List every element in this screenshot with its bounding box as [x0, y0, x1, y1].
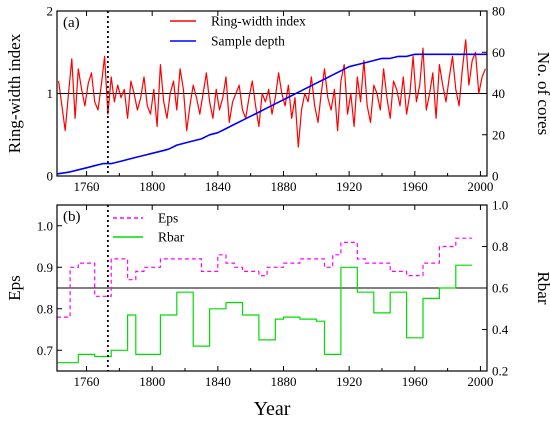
panel-b-y-left-tick-label: 0.9	[37, 260, 53, 275]
panel-b-x-tick-label: 1960	[402, 374, 428, 389]
panel-b-label: (b)	[63, 209, 81, 225]
panel-b-legend-label: Rbar	[158, 230, 185, 245]
panel-a-y-left-label: Ring-width index	[5, 33, 24, 153]
panel-a-y-right-tick-label: 20	[492, 127, 505, 142]
panel-a-legend-label: Ring-width index	[211, 14, 306, 29]
panel-b-x-tick-label: 1800	[139, 374, 165, 389]
panel-a-x-tick-label: 1840	[205, 179, 231, 194]
panel-a-y-left-tick-label: 0	[47, 169, 54, 184]
panel-a-series-sample-depth	[56, 53, 487, 175]
panel-a-y-right-tick-label: 60	[492, 45, 505, 60]
panel-b-x-tick-label: 1880	[270, 374, 296, 389]
panel-b-series-rbar	[57, 264, 473, 364]
panel-a-x-tick-label: 1920	[336, 179, 362, 194]
panel-b-series-eps	[57, 237, 473, 318]
panel-b-x-tick-label: 2000	[467, 374, 493, 389]
panel-a-x-tick-label: 1960	[402, 179, 428, 194]
panel-a-series-ring-width-index	[58, 39, 486, 148]
panel-a-y-right-tick-label: 40	[492, 86, 505, 101]
panel-a-x-tick-label: 1880	[270, 179, 296, 194]
panel-b-y-right-tick-label: 0.6	[492, 281, 509, 296]
panel-b-x-tick-label: 1840	[205, 374, 231, 389]
panel-b-y-left-tick-label: 0.8	[37, 301, 53, 316]
panel-b-y-right-tick-label: 0.8	[492, 239, 508, 254]
panel-b-x-tick-label: 1920	[336, 374, 362, 389]
panel-a-y-right-tick-label: 80	[492, 4, 505, 19]
panel-a-x-tick-label: 1760	[74, 179, 100, 194]
panel-b-y-left-label: Eps	[5, 275, 24, 301]
panel-b-y-right-tick-label: 0.4	[492, 322, 509, 337]
panel-b-y-right-tick-label: 0.2	[492, 364, 508, 379]
panel-a-y-left-tick-label: 2	[47, 4, 54, 19]
panel-a-y-left-tick-label: 1	[47, 86, 54, 101]
panel-b-x-label: Year	[254, 398, 291, 420]
panel-a-x-tick-label: 1800	[139, 179, 165, 194]
panel-a-legend-label: Sample depth	[211, 34, 285, 49]
panel-a-label: (a)	[63, 15, 80, 31]
panel-b-legend-label: Eps	[158, 211, 178, 226]
panel-b-y-right-tick-label: 1.0	[492, 198, 508, 213]
panel-b-y-left-tick-label: 0.7	[37, 343, 54, 358]
panel-b-y-left-tick-label: 1.0	[37, 218, 53, 233]
panel-b-y-right-label: Rbar	[534, 271, 550, 304]
panel-a-y-right-label: No. of cores	[534, 52, 550, 136]
panel-b-x-tick-label: 1760	[74, 374, 100, 389]
panel-a-x-tick-label: 2000	[467, 179, 493, 194]
panel-a-y-right-tick-label: 0	[492, 169, 499, 184]
